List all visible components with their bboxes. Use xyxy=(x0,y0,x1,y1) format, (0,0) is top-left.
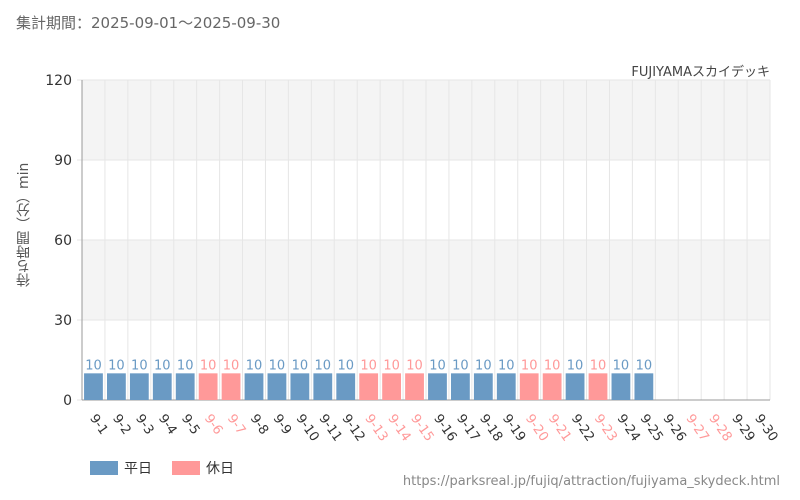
bar xyxy=(496,373,516,400)
attraction-name: FUJIYAMAスカイデッキ xyxy=(631,65,770,80)
legend-weekday[interactable]: 平日 xyxy=(90,458,152,478)
x-tick-label: 9-24 xyxy=(614,412,643,445)
bar-value-label: 10 xyxy=(360,358,377,373)
legend-holiday-label: 休日 xyxy=(206,461,234,477)
bar-value-label: 10 xyxy=(544,358,561,373)
bar-value-label: 10 xyxy=(636,358,653,373)
bar xyxy=(428,373,447,400)
bar-value-label: 10 xyxy=(475,358,492,373)
bar xyxy=(313,373,333,400)
bar-value-label: 10 xyxy=(223,358,240,373)
x-tick-label: 9-7 xyxy=(224,412,248,438)
bar-value-label: 10 xyxy=(177,358,194,373)
x-tick-label: 9-27 xyxy=(682,412,711,445)
legend-holiday-swatch xyxy=(172,461,200,475)
bar xyxy=(175,373,195,400)
x-tick-label: 9-6 xyxy=(201,412,225,438)
bar xyxy=(221,373,241,400)
bar-value-label: 10 xyxy=(429,358,446,373)
bar-value-label: 10 xyxy=(131,358,148,373)
y-tick-label: 60 xyxy=(54,233,72,249)
bar xyxy=(542,373,562,400)
bar xyxy=(473,373,493,400)
legend: 平日 休日 xyxy=(90,458,234,478)
x-tick-label: 9-5 xyxy=(178,412,202,438)
x-tick-label: 9-14 xyxy=(384,412,413,445)
x-tick-label: 9-19 xyxy=(499,412,528,445)
bar-value-label: 10 xyxy=(108,358,125,373)
bar-value-label: 10 xyxy=(85,358,102,373)
bar xyxy=(152,373,172,400)
bar xyxy=(290,373,310,400)
bar xyxy=(588,373,608,400)
bar-value-label: 10 xyxy=(154,358,171,373)
bar-value-label: 10 xyxy=(292,358,309,373)
x-tick-label: 9-2 xyxy=(109,412,133,438)
bar xyxy=(565,373,585,400)
period-label: 集計期間：2025-09-01～2025-09-30 xyxy=(16,14,281,32)
x-tick-label: 9-9 xyxy=(270,412,294,438)
bar xyxy=(450,373,470,400)
x-tick-label: 9-21 xyxy=(545,412,574,445)
x-tick-label: 9-17 xyxy=(453,412,482,445)
x-tick-label: 9-28 xyxy=(705,412,734,445)
x-tick-label: 9-10 xyxy=(293,412,322,445)
source-url[interactable]: https://parksreal.jp/fujiq/attraction/fu… xyxy=(402,474,780,489)
bar xyxy=(336,373,356,400)
legend-weekday-label: 平日 xyxy=(124,461,152,477)
bar-value-label: 10 xyxy=(406,358,423,373)
bar xyxy=(106,373,126,400)
bar xyxy=(382,373,402,400)
x-tick-label: 9-8 xyxy=(247,412,271,438)
bar xyxy=(198,373,218,400)
x-tick-label: 9-13 xyxy=(361,412,390,445)
bar xyxy=(244,373,264,400)
bar xyxy=(267,373,287,400)
bar xyxy=(359,373,379,400)
x-tick-label: 9-16 xyxy=(430,412,459,445)
legend-weekday-swatch xyxy=(90,461,118,475)
bar-value-label: 10 xyxy=(246,358,263,373)
bar-value-label: 10 xyxy=(200,358,217,373)
bar-value-label: 10 xyxy=(452,358,469,373)
x-tick-label: 9-11 xyxy=(316,412,345,445)
bar xyxy=(84,373,103,400)
bar-value-label: 10 xyxy=(269,358,286,373)
bar-value-label: 10 xyxy=(521,358,538,373)
x-tick-label: 9-26 xyxy=(660,412,689,445)
y-tick-label: 120 xyxy=(45,73,72,89)
x-tick-label: 9-1 xyxy=(86,412,110,438)
x-tick-label: 9-12 xyxy=(338,412,367,445)
bar xyxy=(129,373,149,400)
x-tick-label: 9-25 xyxy=(637,412,666,445)
legend-holiday[interactable]: 休日 xyxy=(172,458,234,478)
bar-value-label: 10 xyxy=(383,358,400,373)
bar-value-label: 10 xyxy=(567,358,584,373)
x-tick-label: 9-3 xyxy=(132,412,156,438)
x-tick-label: 9-22 xyxy=(568,412,597,445)
y-tick-label: 90 xyxy=(54,153,72,169)
bar xyxy=(634,373,654,400)
bar xyxy=(611,373,631,400)
x-tick-label: 9-18 xyxy=(476,412,505,445)
y-tick-label: 30 xyxy=(54,313,72,329)
bar-value-label: 10 xyxy=(337,358,354,373)
x-tick-label: 9-23 xyxy=(591,412,620,445)
bar xyxy=(519,373,539,400)
x-tick-label: 9-30 xyxy=(751,412,780,445)
x-tick-label: 9-20 xyxy=(522,412,551,445)
bar xyxy=(405,373,424,400)
bar-value-label: 10 xyxy=(590,358,607,373)
bar-value-label: 10 xyxy=(498,358,515,373)
bar-value-label: 10 xyxy=(613,358,630,373)
x-tick-label: 9-29 xyxy=(728,412,757,445)
bar-value-label: 10 xyxy=(315,358,332,373)
x-tick-label: 9-15 xyxy=(407,412,436,445)
y-tick-label: 0 xyxy=(63,393,72,409)
x-tick-label: 9-4 xyxy=(155,412,179,438)
